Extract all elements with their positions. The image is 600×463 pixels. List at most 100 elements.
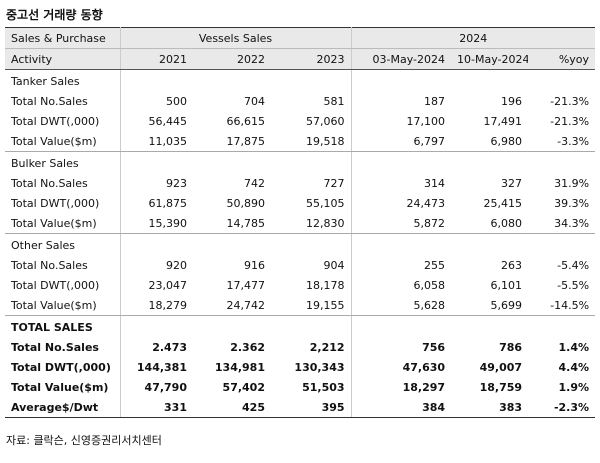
value-cell: 19,518 — [271, 131, 352, 152]
row-label: Total Value($m) — [5, 213, 121, 234]
section-row: Bulker Sales — [5, 151, 595, 174]
header-row: Activity 2021 2022 2023 03-May-2024 10-May-20… — [5, 48, 596, 70]
value-cell: 2.473 — [152, 340, 187, 354]
table-section: TOTAL SALES Total No.Sales 2.473 2.362 2,212… — [5, 315, 596, 418]
empty-cell — [120, 234, 193, 256]
value-cell: 57,402 — [222, 380, 265, 394]
header-cell: 2022 — [193, 48, 271, 70]
section-row: TOTAL SALES — [5, 315, 595, 338]
row-label: Total Value($m) — [5, 377, 121, 397]
value-cell: 704 — [244, 94, 265, 108]
value-cell: 5,628 — [351, 295, 452, 316]
row-label: Total Value($m) — [5, 131, 121, 152]
source-note: 자료: 클락슨, 신영증권리서치센터 — [6, 434, 162, 447]
value-cell: 24,473 — [406, 196, 446, 210]
data-row: Total DWT(,000) 144,381 134,981 130,343 47,6… — [5, 357, 595, 377]
table-section: Tanker Sales Total No.Sales 500 704 581 187 19… — [5, 69, 596, 152]
value-cell: 6,080 — [451, 213, 529, 234]
value-cell: 39.3% — [554, 196, 590, 210]
empty-cell — [451, 316, 528, 338]
section-title: TOTAL SALES — [5, 315, 121, 337]
value-cell: 66,615 — [226, 114, 266, 128]
section-title: Other Sales — [5, 233, 121, 255]
value-cell: 130,343 — [271, 357, 352, 377]
row-label: Total Value($m) — [5, 295, 121, 316]
value-cell: -5.4% — [557, 258, 590, 272]
value-cell: -5.5% — [557, 278, 590, 292]
value-cell: 255 — [424, 258, 446, 272]
empty-cell — [528, 316, 595, 338]
data-row: Total Value($m) 18,279 24,742 19,155 5,628 5,… — [5, 295, 596, 316]
value-cell: 6,058 — [413, 278, 446, 292]
value-cell: 920 — [166, 258, 187, 272]
value-cell: 5,872 — [351, 213, 452, 234]
value-cell: 144,381 — [136, 360, 187, 374]
value-cell: 17,491 — [483, 114, 523, 128]
row-label: Total No.Sales — [5, 91, 121, 111]
value-cell: 384 — [351, 397, 452, 418]
sales-table: Sales & Purchase Vessels Sales 2024 Activit… — [5, 27, 596, 418]
header-cell: Activity — [5, 48, 121, 70]
value-cell: -21.3% — [550, 94, 590, 108]
value-cell: 31.9% — [554, 176, 590, 190]
value-cell: 2.362 — [230, 340, 265, 354]
table-header: Sales & Purchase Vessels Sales 2024 Activit… — [5, 27, 596, 70]
row-label: Total DWT(,000) — [5, 193, 121, 213]
value-cell: 24,742 — [193, 295, 271, 316]
empty-cell — [351, 234, 451, 256]
value-cell: 923 — [166, 176, 187, 190]
table-section: Other Sales Total No.Sales 920 916 904 255 263… — [5, 233, 596, 316]
value-cell: 14,785 — [193, 213, 271, 234]
value-cell: 61,875 — [148, 196, 188, 210]
row-label: Total DWT(,000) — [5, 357, 121, 377]
value-cell: 15,390 — [120, 213, 193, 234]
value-cell: 18,759 — [479, 380, 523, 394]
empty-cell — [528, 234, 595, 256]
value-cell: 17,100 — [406, 114, 446, 128]
section-row: Other Sales — [5, 233, 595, 256]
value-cell: 1.9% — [558, 380, 590, 394]
table-title: 중고선 거래량 동향 — [6, 8, 103, 22]
value-cell: 47,790 — [144, 380, 187, 394]
empty-cell — [193, 152, 271, 174]
value-cell: 314 — [424, 176, 446, 190]
value-cell: 5,699 — [451, 295, 529, 316]
row-label: Average$/Dwt — [5, 397, 121, 418]
value-cell: 34.3% — [528, 213, 596, 234]
value-cell: -21.3% — [550, 114, 590, 128]
data-row: Total Value($m) 11,035 17,875 19,518 6,797 6,… — [5, 131, 596, 152]
empty-cell — [120, 70, 193, 92]
value-cell: 500 — [166, 94, 187, 108]
value-cell: 6,797 — [351, 131, 452, 152]
data-row: Total Value($m) 47,790 57,402 51,503 18,297 1… — [5, 377, 595, 397]
value-cell: 55,105 — [271, 193, 352, 213]
empty-cell — [271, 315, 352, 337]
row-label: Total No.Sales — [5, 337, 121, 357]
value-cell: 2,212 — [271, 337, 352, 357]
table-section: Bulker Sales Total No.Sales 923 742 727 314 32… — [5, 151, 596, 234]
empty-cell — [451, 234, 528, 256]
section-row: Tanker Sales — [5, 69, 595, 92]
empty-cell — [271, 69, 352, 91]
header-cell: Sales & Purchase — [5, 27, 121, 49]
value-cell: -3.3% — [528, 131, 596, 152]
value-cell: -2.3% — [528, 397, 596, 418]
value-cell: 727 — [271, 173, 352, 193]
data-row: Total No.Sales 2.473 2.362 2,212 756 786 1.4% — [5, 337, 595, 357]
data-row: Total DWT(,000) 56,445 66,615 57,060 17,100 1… — [5, 111, 595, 131]
value-cell: 187 — [424, 94, 446, 108]
empty-cell — [193, 70, 271, 92]
value-cell: 18,178 — [271, 275, 352, 295]
header-row: Sales & Purchase Vessels Sales 2024 — [5, 27, 596, 49]
header-cell: 03-May-2024 — [351, 48, 452, 70]
empty-cell — [120, 152, 193, 174]
empty-cell — [351, 152, 451, 174]
value-cell: 49,007 — [479, 360, 523, 374]
value-cell: 581 — [271, 91, 352, 111]
header-cell: Vessels Sales — [120, 27, 352, 49]
value-cell: 395 — [271, 397, 352, 418]
empty-cell — [193, 234, 271, 256]
data-row: Total DWT(,000) 61,875 50,890 55,105 24,473 2… — [5, 193, 595, 213]
value-cell: 47,630 — [402, 360, 446, 374]
value-cell: 383 — [451, 397, 529, 418]
